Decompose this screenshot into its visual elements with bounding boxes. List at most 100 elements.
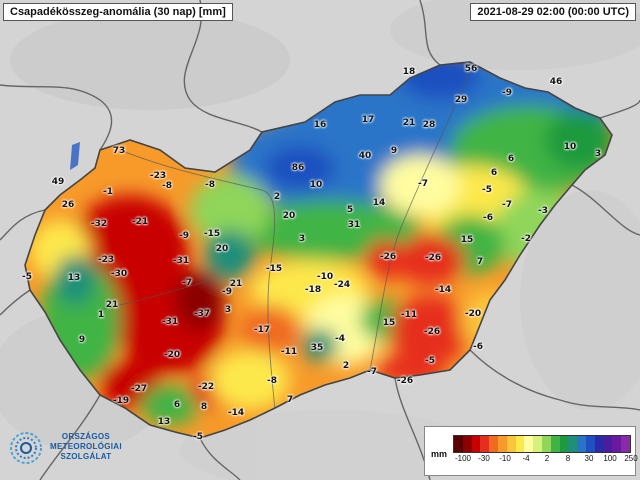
station-value: -7 xyxy=(367,367,377,377)
station-value: 20 xyxy=(282,211,296,221)
station-value: 15 xyxy=(460,235,474,245)
station-value: -7 xyxy=(182,278,192,288)
station-value: -10 xyxy=(316,272,334,282)
station-value: -11 xyxy=(280,347,298,357)
station-value: -19 xyxy=(112,396,130,406)
station-value: -3 xyxy=(538,206,548,216)
legend-swatch xyxy=(541,436,551,452)
legend-swatch xyxy=(585,436,595,452)
legend-swatch xyxy=(533,436,542,452)
station-value: -23 xyxy=(97,255,115,265)
legend-swatch xyxy=(594,436,604,452)
station-value: -26 xyxy=(396,376,414,386)
station-value: 9 xyxy=(78,335,86,345)
color-legend: mm -100 -30 -10 -4 2 8 30 100 250 xyxy=(424,426,638,476)
legend-swatch xyxy=(480,436,490,452)
station-value: -30 xyxy=(110,269,128,279)
station-value: 13 xyxy=(67,273,81,283)
logo-line-3: SZOLGÁLAT xyxy=(60,452,112,461)
station-value: 56 xyxy=(464,64,478,74)
legend-unit: mm xyxy=(431,449,448,459)
legend-swatch xyxy=(612,436,622,452)
station-value: 35 xyxy=(310,343,324,353)
station-value: 6 xyxy=(490,168,498,178)
omsz-logo-text: ORSZÁGOS METEOROLÓGIAI SZOLGÁLAT xyxy=(50,432,122,462)
legend-swatch xyxy=(603,436,613,452)
station-value: 8 xyxy=(200,402,208,412)
legend-color-bar xyxy=(453,435,631,453)
station-value: 49 xyxy=(51,177,65,187)
legend-tick-label: -100 xyxy=(454,454,472,463)
station-value: 16 xyxy=(313,120,327,130)
station-value: 15 xyxy=(382,318,396,328)
map-title: Csapadékösszeg-anomália (30 nap) [mm] xyxy=(3,3,233,21)
station-value: -9 xyxy=(222,287,232,297)
legend-tick-label: -10 xyxy=(499,454,511,463)
logo-line-2: METEOROLÓGIAI xyxy=(50,442,122,451)
station-value: -2 xyxy=(521,234,531,244)
station-value: -5 xyxy=(193,432,203,442)
station-value: -26 xyxy=(423,327,441,337)
omsz-logo: ORSZÁGOS METEOROLÓGIAI SZOLGÁLAT xyxy=(10,428,160,472)
station-value: 7 xyxy=(476,257,484,267)
station-value: -32 xyxy=(90,219,108,229)
station-value: -24 xyxy=(333,280,351,290)
legend-swatch xyxy=(515,436,525,452)
station-value: 26 xyxy=(61,200,75,210)
omsz-logo-icon xyxy=(10,432,42,464)
station-value: -9 xyxy=(179,231,189,241)
legend-swatch xyxy=(524,436,534,452)
station-value: -27 xyxy=(130,384,148,394)
legend-tick-label: 250 xyxy=(624,454,638,463)
legend-tick-label: -30 xyxy=(478,454,490,463)
legend-swatch xyxy=(550,436,560,452)
legend-tick-label: 30 xyxy=(584,454,594,463)
station-value: -37 xyxy=(193,309,211,319)
station-value: -14 xyxy=(227,408,245,418)
station-value: 9 xyxy=(390,146,398,156)
legend-tick-label: -4 xyxy=(522,454,530,463)
legend-swatch xyxy=(471,436,481,452)
station-value: 18 xyxy=(402,67,416,77)
legend-swatch xyxy=(497,436,507,452)
station-value: 31 xyxy=(347,220,361,230)
station-value: 13 xyxy=(157,417,171,427)
station-value: 3 xyxy=(594,149,602,159)
station-value: -6 xyxy=(483,213,493,223)
station-value: 29 xyxy=(454,95,468,105)
station-value: 10 xyxy=(563,142,577,152)
station-value: -8 xyxy=(267,376,277,386)
station-value: -8 xyxy=(162,181,172,191)
station-value: 40 xyxy=(358,151,372,161)
legend-tick-label: 100 xyxy=(603,454,617,463)
legend-swatch xyxy=(489,436,498,452)
station-value: -26 xyxy=(424,253,442,263)
station-value: -31 xyxy=(172,256,190,266)
legend-swatch xyxy=(559,436,569,452)
station-value: -9 xyxy=(502,88,512,98)
hungary-border xyxy=(24,61,613,439)
station-value: -14 xyxy=(434,285,452,295)
station-value: 10 xyxy=(309,180,323,190)
station-value: -11 xyxy=(400,310,418,320)
station-value: 73 xyxy=(112,146,126,156)
station-value: -20 xyxy=(464,309,482,319)
station-value: 6 xyxy=(507,154,515,164)
station-value: 3 xyxy=(224,305,232,315)
station-value: -26 xyxy=(379,252,397,262)
legend-swatch xyxy=(462,436,472,452)
station-value: -15 xyxy=(203,229,221,239)
station-value: -4 xyxy=(335,334,345,344)
station-value: 2 xyxy=(342,361,350,371)
station-value: -5 xyxy=(22,272,32,282)
lake-neusiedl xyxy=(70,142,80,170)
station-value: -5 xyxy=(425,356,435,366)
legend-swatch xyxy=(454,436,463,452)
station-value: 14 xyxy=(372,198,386,208)
station-value: -18 xyxy=(304,285,322,295)
station-value: 28 xyxy=(422,120,436,130)
